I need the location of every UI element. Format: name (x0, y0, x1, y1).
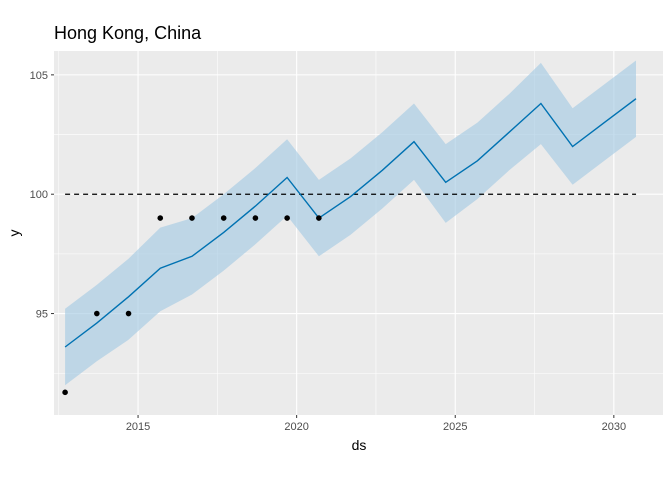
x-tick-label: 2030 (602, 421, 626, 433)
x-tick-label: 2015 (126, 421, 150, 433)
forecast-interval-band (65, 60, 637, 386)
forecast-line (64, 98, 637, 348)
observed-point (284, 215, 290, 221)
observed-point (94, 310, 100, 317)
x-axis: 2015 2020 2025 2030 (126, 415, 626, 433)
y-axis: 95 100 105 (30, 70, 54, 321)
chart-title: Hong Kong, China (54, 23, 202, 43)
observed-point (252, 215, 259, 221)
x-tick-label: 2025 (443, 421, 467, 433)
x-tick-label: 2020 (284, 421, 308, 433)
observed-points (62, 215, 322, 396)
y-tick-label: 105 (30, 70, 48, 82)
y-tick-label: 100 (30, 189, 48, 201)
y-tick-label: 95 (36, 309, 48, 321)
observed-point (157, 215, 164, 221)
y-axis-title: y (6, 230, 22, 237)
observed-point (220, 215, 227, 221)
observed-point (316, 215, 322, 221)
observed-point (125, 310, 132, 317)
plot-panel (54, 51, 663, 415)
observed-point (189, 215, 195, 221)
observed-point (62, 389, 68, 396)
x-axis-title: ds (352, 437, 367, 453)
